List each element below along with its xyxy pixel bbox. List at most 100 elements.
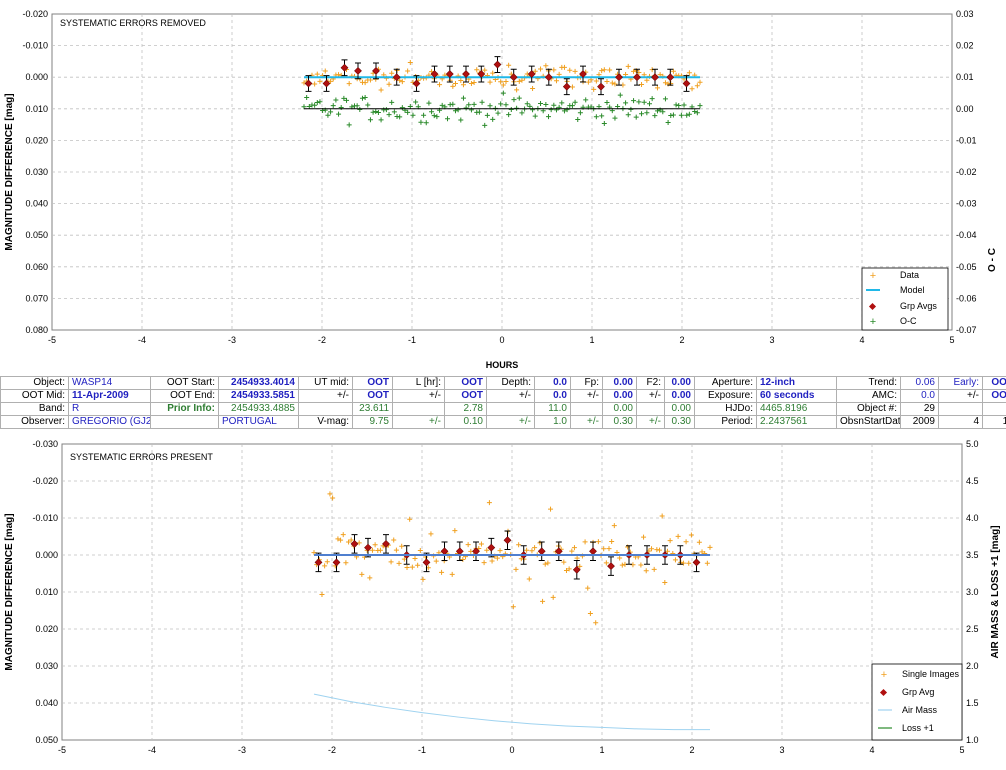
chart1-point-o-c [434, 114, 439, 119]
chart1-point-data [530, 86, 535, 91]
chart2-point-single-images [407, 517, 412, 522]
chart2-group-average-point [607, 563, 614, 570]
chart2-point-single-images [529, 548, 534, 553]
chart2-point-single-images [434, 559, 439, 564]
info-value-cell: 0.00 [665, 377, 695, 390]
chart2-legend: + Single Images Grp Avg Air Mass Loss +1 [872, 664, 962, 740]
chart1-point-o-c [413, 100, 418, 105]
info-value-cell: 0.0 [901, 390, 939, 403]
chart2-xtick-label: 2 [689, 745, 694, 755]
chart1-point-o-c [371, 110, 376, 115]
chart2-point-single-images [681, 561, 686, 566]
chart1-point-o-c [347, 122, 352, 127]
chart1-xtick-label: 1 [589, 335, 594, 345]
chart1-point-o-c [615, 104, 620, 109]
info-label-cell: +/- [393, 416, 445, 429]
chart1-point-o-c [458, 118, 463, 123]
chart1-point-o-c [698, 103, 703, 108]
chart1-point-o-c [503, 102, 508, 107]
chart1-point-data [490, 71, 495, 76]
info-label-cell [637, 403, 665, 416]
chart1-legend-marker-oc: + [870, 316, 876, 328]
chart2-point-single-images [513, 567, 518, 572]
chart1-point-data [461, 82, 466, 87]
chart1-point-o-c [604, 100, 609, 105]
chart2-line-air-mass [314, 694, 710, 730]
chart2-point-single-images [708, 545, 713, 550]
chart2-y2tick-label: 3.5 [966, 550, 979, 560]
chart1-point-o-c [445, 116, 450, 121]
info-label-cell: +/- [637, 390, 665, 403]
chart1-y2tick-label: -0.03 [956, 199, 977, 209]
chart2-point-single-images [607, 546, 612, 551]
chart1-point-o-c [360, 96, 365, 101]
chart1-point-data [517, 79, 522, 84]
info-label-cell: Early: [939, 377, 983, 390]
chart2-point-single-images [389, 559, 394, 564]
chart2-point-single-images [545, 561, 550, 566]
chart1-point-data [698, 80, 703, 85]
chart1-point-o-c [496, 111, 501, 116]
chart1-point-o-c [339, 105, 344, 110]
chart1-point-o-c [509, 107, 514, 112]
chart1-xtick-label: 4 [859, 335, 864, 345]
info-value-cell: OOT [445, 390, 487, 403]
chart1-point-o-c [477, 110, 482, 115]
chart2-point-single-images [415, 563, 420, 568]
chart1-point-o-c [432, 113, 437, 118]
chart2-xtick-label: 5 [959, 745, 964, 755]
info-label-cell: L [hr]: [393, 377, 445, 390]
chart1-point-data [503, 79, 508, 84]
chart2-point-single-images [686, 561, 691, 566]
chart2-point-single-images [673, 557, 678, 562]
chart2-legend-label-airmass: Air Mass [902, 705, 938, 715]
chart1-gridlines [52, 14, 952, 330]
chart1-xlabel: HOURS [486, 360, 519, 370]
chart1-point-data [519, 78, 524, 83]
info-value-cell: WASP14 [69, 377, 151, 390]
chart2-y2tick-label: 1.5 [966, 698, 979, 708]
chart2-ytick-label: 0.020 [35, 624, 58, 634]
chart1-ytick-label: 0.030 [25, 167, 48, 177]
chart1-point-o-c [551, 103, 556, 108]
chart2-point-single-images [583, 539, 588, 544]
chart1-point-data [612, 81, 617, 86]
chart2-point-single-images [322, 563, 327, 568]
chart1-point-o-c [644, 110, 649, 115]
chart1-point-o-c [692, 109, 697, 114]
chart-systematic-errors-removed: SYSTEMATIC ERRORS REMOVED MAGNITUDE DIFF… [0, 0, 1006, 374]
chart1-point-data [543, 63, 548, 68]
chart1-point-o-c [501, 91, 506, 96]
info-label-cell: UT mid: [299, 377, 353, 390]
info-label-cell: Exposure: [695, 390, 757, 403]
chart2-xtick-label: 1 [599, 745, 604, 755]
info-value-cell: 11-Apr-2009 [69, 390, 151, 403]
chart1-point-o-c [472, 102, 477, 107]
info-value-cell: 1.0 [535, 416, 571, 429]
chart2-legend-label-loss: Loss +1 [902, 723, 934, 733]
chart2-point-single-images [439, 570, 444, 575]
chart1-point-o-c [650, 96, 655, 101]
info-value-cell: 23.611 [353, 403, 393, 416]
chart2-data-marks [312, 491, 713, 729]
chart2-point-single-images [343, 560, 348, 565]
info-label-cell [393, 403, 445, 416]
info-value-cell: OOT [983, 377, 1006, 390]
chart2-point-single-images [498, 548, 503, 553]
chart1-point-data [573, 69, 578, 74]
info-label-cell: V-mag: [299, 416, 353, 429]
chart1-y2tick-label: -0.07 [956, 325, 977, 335]
chart1-point-o-c [602, 121, 607, 126]
chart1-point-o-c [461, 96, 466, 101]
info-label-cell: +/- [299, 390, 353, 403]
info-value-cell: 0.00 [603, 390, 637, 403]
chart1-point-o-c [410, 113, 415, 118]
chart1-point-o-c [674, 102, 679, 107]
chart1-point-o-c [623, 100, 628, 105]
chart2-xtick-label: -4 [148, 745, 156, 755]
info-label-cell: +/- [637, 416, 665, 429]
chart2-point-single-images [575, 556, 580, 561]
chart1-point-o-c [429, 109, 434, 114]
chart2-point-single-images [466, 542, 471, 547]
chart1-legend-label-model: Model [900, 285, 925, 295]
